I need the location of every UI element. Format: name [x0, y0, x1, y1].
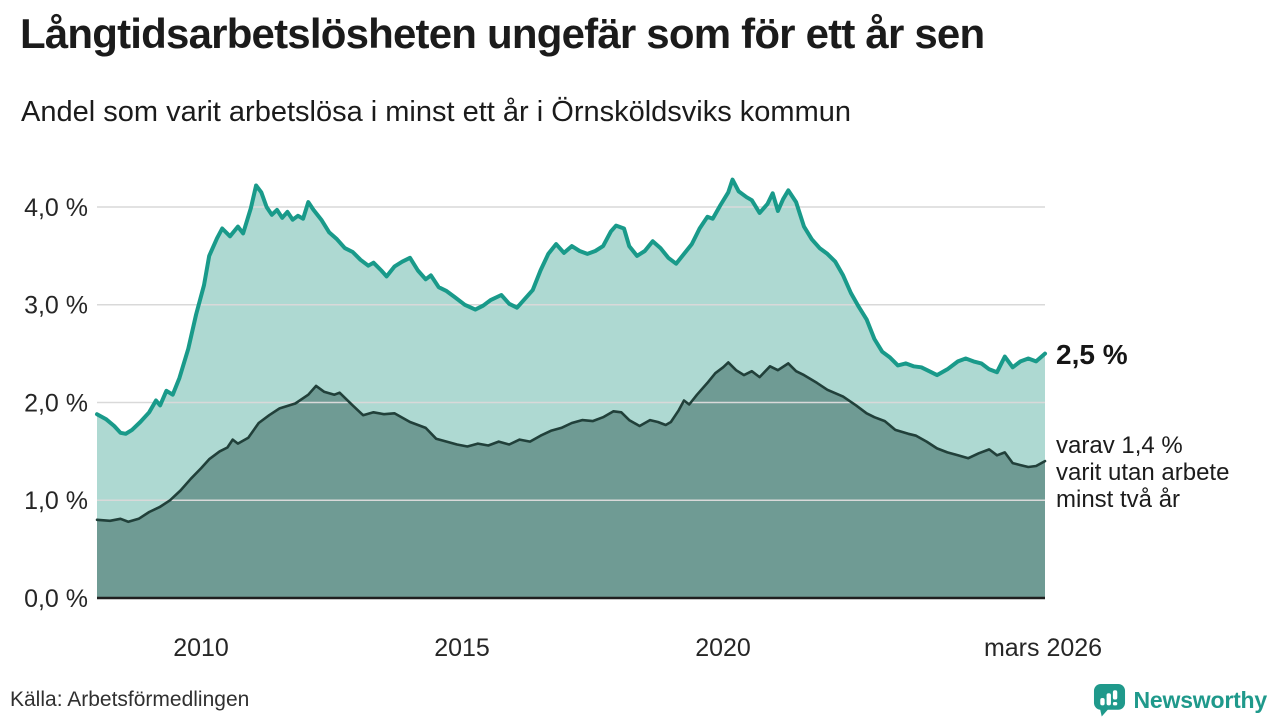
y-axis-labels: 4,0 % 3,0 % 2,0 % 1,0 % 0,0 %	[24, 194, 88, 613]
newsworthy-logo-icon	[1093, 683, 1125, 717]
latest-value-annotation: 2,5 %	[1056, 339, 1128, 370]
page-subtitle: Andel som varit arbetslösa i minst ett å…	[21, 96, 851, 128]
gridlines	[97, 206, 1045, 502]
logo-exclamation-dot	[1112, 701, 1117, 706]
y-tick-label: 1,0 %	[24, 487, 88, 515]
page-title: Långtidsarbetslösheten ungefär som för e…	[20, 10, 985, 57]
logo-exclamation-bar	[1112, 690, 1117, 700]
secondary-annotation-line2: varit utan arbete	[1056, 459, 1230, 486]
secondary-annotation-line3: minst två år	[1056, 486, 1181, 513]
newsworthy-wordmark: Newsworthy	[1133, 686, 1268, 713]
line-at-least-two-years	[95, 361, 1047, 524]
line-at-least-one-year	[95, 177, 1047, 436]
y-tick-label: 4,0 %	[24, 194, 88, 222]
newsworthy-branding: Newsworthy	[1093, 683, 1267, 717]
source-note: Källa: Arbetsförmedlingen	[10, 688, 250, 711]
y-tick-label: 0,0 %	[24, 585, 88, 613]
y-tick-label: 3,0 %	[24, 292, 88, 320]
y-tick-label: 2,0 %	[24, 389, 88, 417]
x-tick-label: mars 2026	[984, 634, 1102, 662]
secondary-annotation: varav 1,4 % varit utan arbete minst två …	[1056, 432, 1229, 513]
x-tick-label: 2020	[695, 634, 751, 662]
secondary-annotation-line1: varav 1,4 %	[1056, 432, 1183, 459]
area-fill-at-least-two-years	[97, 362, 1045, 598]
x-tick-label: 2010	[173, 634, 229, 662]
logo-bar-short	[1099, 698, 1105, 706]
x-axis-labels: 2010 2015 2020 mars 2026	[173, 634, 1102, 662]
logo-bar-tall	[1106, 693, 1111, 706]
x-tick-label: 2015	[434, 634, 490, 662]
